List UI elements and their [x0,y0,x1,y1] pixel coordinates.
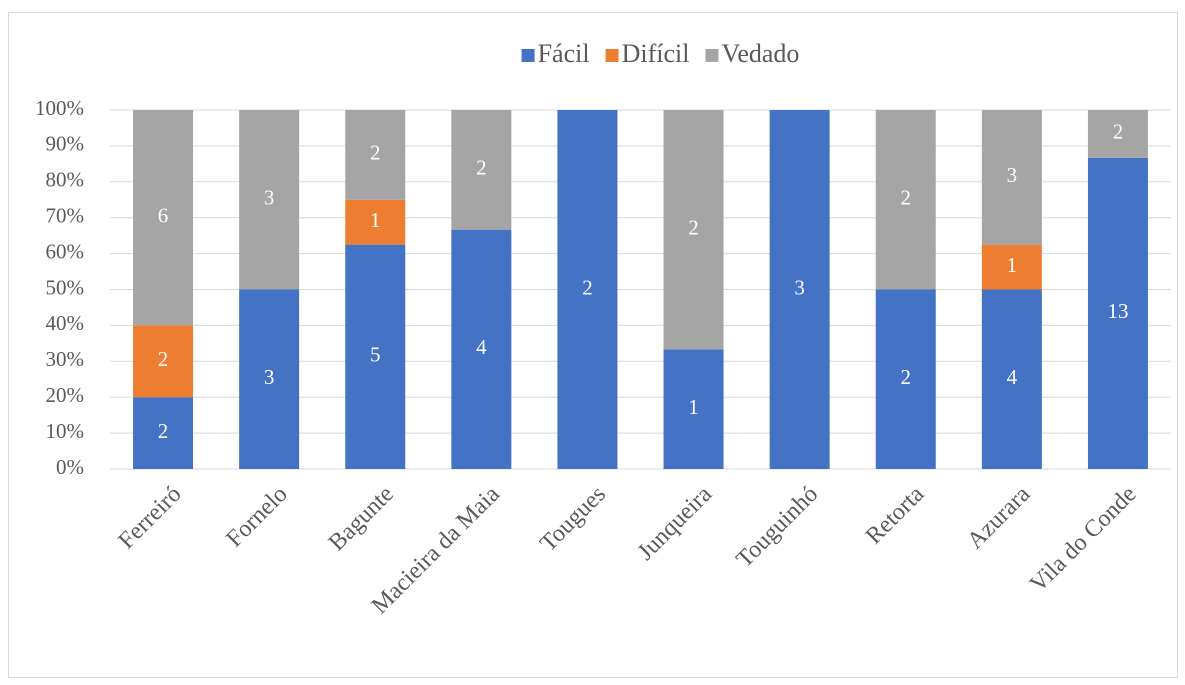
bar-segment [981,110,1042,245]
data-label: 4 [1007,365,1018,389]
bar-segment [875,110,936,290]
data-label: 2 [901,186,912,210]
y-tick-label: 20% [46,383,85,407]
data-label: 2 [901,365,912,389]
data-label: 3 [264,365,275,389]
bar-segment [345,244,406,469]
data-label: 2 [370,141,381,165]
y-tick-label: 40% [46,311,85,335]
bar-segment [239,110,300,290]
data-label: 2 [582,275,593,299]
bar-segment [1087,157,1148,469]
y-tick-label: 90% [46,132,85,156]
legend-label: Vedado [721,39,799,68]
legend: Fácil Difícil Vedado [521,39,799,68]
data-label: 2 [1113,120,1124,144]
y-tick-label: 0% [56,455,84,479]
data-label: 3 [794,275,805,299]
bar-segment [345,199,406,245]
bar-segment [981,289,1042,469]
bar-segment [875,289,936,469]
bar-segment [133,325,194,398]
y-tick-label: 70% [46,204,85,228]
data-label: 13 [1107,299,1128,323]
y-tick-label: 80% [46,168,85,192]
bar-segment [345,110,406,200]
data-label: 3 [1007,163,1018,187]
legend-label: Difícil [622,39,690,68]
bar-segment [133,397,194,469]
y-tick-label: 100% [35,96,84,120]
data-label: 2 [158,347,169,371]
data-label: 1 [370,208,381,232]
legend-swatch [521,49,535,62]
data-label: 4 [476,335,487,359]
legend-swatch [705,49,719,62]
y-tick-label: 10% [46,419,85,443]
data-label: 1 [1007,253,1018,277]
bar-segment [1087,110,1148,158]
data-label: 3 [264,186,275,210]
legend-swatch [605,49,619,62]
y-tick-label: 30% [46,347,85,371]
y-tick-label: 60% [46,239,85,263]
y-tick-label: 50% [46,275,85,299]
legend-label: Fácil [538,39,590,68]
bar-segment [769,110,830,469]
data-label: 1 [688,395,699,419]
bar-segment [451,229,512,469]
bar-segment [663,110,724,350]
bar-segment [981,244,1042,290]
data-label: 2 [688,215,699,239]
bar-segment [663,349,724,469]
bar-segment [451,110,512,230]
data-label: 5 [370,343,381,367]
bar-segment [557,110,618,469]
data-label: 6 [158,204,169,228]
bar-segment [239,289,300,469]
data-label: 2 [158,419,169,443]
bar-segment [133,110,194,326]
data-label: 2 [476,156,487,180]
